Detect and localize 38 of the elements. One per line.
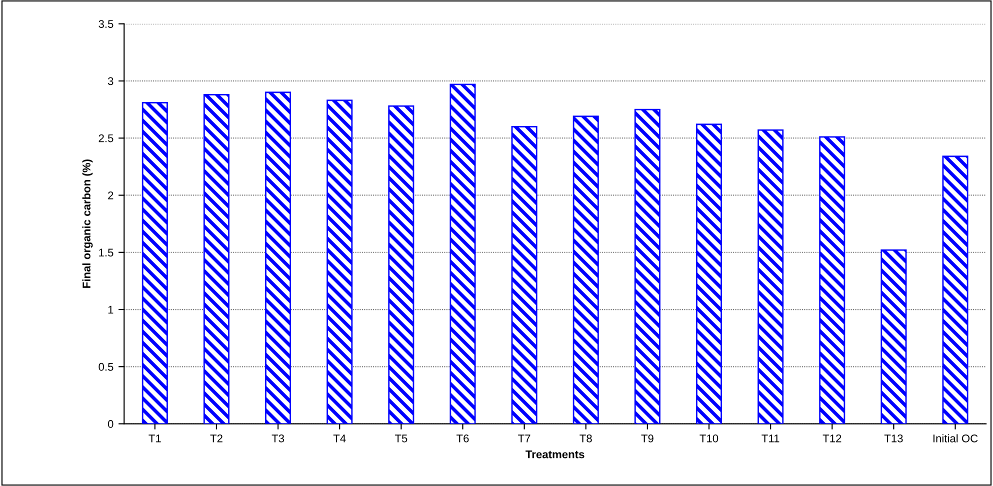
bar bbox=[696, 124, 722, 424]
x-tick-label: T13 bbox=[884, 434, 903, 442]
x-tick-label: T1 bbox=[148, 434, 161, 442]
y-axis-title: Final organic carbon (%) bbox=[82, 160, 93, 288]
y-tick-label: 2.5 bbox=[98, 134, 114, 142]
x-tick-label: T7 bbox=[518, 434, 530, 442]
bar bbox=[511, 126, 538, 424]
y-tick-label: 3 bbox=[108, 77, 114, 86]
y-tick-label: 0.5 bbox=[98, 362, 114, 371]
x-tick-label: T8 bbox=[580, 434, 592, 442]
x-tick-label: T3 bbox=[272, 434, 284, 442]
bar bbox=[819, 136, 846, 424]
bar bbox=[572, 116, 599, 424]
bar bbox=[265, 92, 292, 424]
x-tick-label: T9 bbox=[641, 434, 654, 442]
y-tick-label: 3.5 bbox=[98, 20, 114, 28]
x-tick-label: T4 bbox=[333, 434, 346, 442]
bar bbox=[880, 249, 907, 424]
y-tick-label: 1.5 bbox=[99, 248, 114, 257]
bar bbox=[450, 84, 476, 424]
bar bbox=[326, 100, 353, 424]
y-tick-label: 2 bbox=[108, 192, 114, 200]
bar bbox=[142, 102, 168, 424]
x-tick-label: T11 bbox=[762, 434, 780, 442]
y-tick-label: 0 bbox=[108, 420, 114, 428]
x-tick-label: T10 bbox=[700, 434, 718, 442]
bar bbox=[758, 129, 784, 424]
bar bbox=[942, 156, 968, 424]
x-tick-label: T2 bbox=[210, 434, 222, 442]
bar bbox=[634, 108, 660, 424]
y-tick-label: 1 bbox=[108, 306, 114, 314]
x-tick-label: Initial OC bbox=[933, 434, 978, 442]
x-axis-title: Treatments bbox=[526, 450, 584, 458]
x-tick-label: T5 bbox=[394, 434, 408, 442]
bar bbox=[203, 94, 230, 424]
bar bbox=[388, 105, 414, 424]
x-tick-label: T12 bbox=[822, 434, 842, 442]
x-tick-label: T6 bbox=[456, 434, 469, 442]
